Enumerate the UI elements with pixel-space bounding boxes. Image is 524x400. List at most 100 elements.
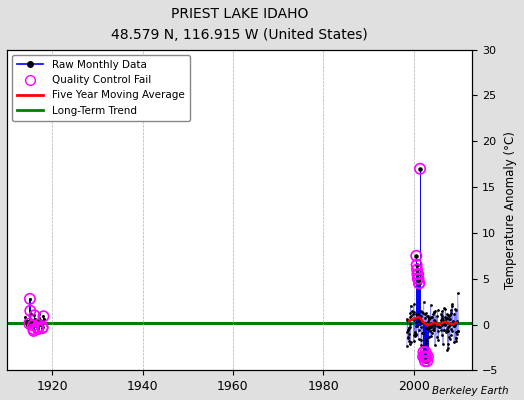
Text: Berkeley Earth: Berkeley Earth (432, 386, 508, 396)
Point (431, 321, 440, 328)
Point (440, 321, 449, 327)
Point (421, 310, 430, 316)
Point (21, 318, 29, 325)
Point (442, 329, 451, 336)
Point (406, 324, 414, 330)
Point (406, 314, 414, 320)
Point (451, 322, 459, 328)
Point (25, 323, 33, 330)
Point (29, 322, 37, 329)
Point (439, 341, 447, 347)
Point (35, 320, 43, 326)
Point (414, 276, 423, 282)
Point (440, 305, 448, 312)
Point (424, 326, 433, 332)
Point (416, 166, 424, 172)
Point (414, 315, 422, 322)
Point (39, 318, 47, 325)
Point (422, 337, 430, 344)
Point (417, 342, 425, 348)
Point (417, 324, 425, 330)
Point (433, 307, 442, 314)
Point (453, 331, 461, 337)
Point (446, 322, 455, 328)
Point (410, 315, 419, 321)
Point (38, 321, 46, 328)
Point (450, 318, 458, 325)
Point (430, 320, 438, 327)
Point (417, 336, 425, 343)
Point (452, 334, 460, 341)
Y-axis label: Temperature Anomaly (°C): Temperature Anomaly (°C) (504, 131, 517, 289)
Point (33, 320, 41, 327)
Point (425, 325, 433, 331)
Point (421, 311, 429, 317)
Point (406, 341, 414, 348)
Point (421, 320, 430, 326)
Point (40, 320, 48, 326)
Point (411, 322, 420, 329)
Point (424, 318, 432, 324)
Point (412, 262, 421, 268)
Point (410, 329, 419, 335)
Point (421, 358, 429, 364)
Point (409, 310, 417, 317)
Point (23, 320, 31, 327)
Point (414, 271, 422, 277)
Point (37, 318, 46, 324)
Point (446, 307, 455, 314)
Point (425, 316, 433, 322)
Point (412, 262, 421, 268)
Point (437, 321, 445, 327)
Point (23, 318, 31, 325)
Point (440, 327, 449, 333)
Point (441, 314, 449, 321)
Point (21, 314, 29, 320)
Point (437, 326, 445, 333)
Point (434, 322, 442, 329)
Point (449, 318, 457, 324)
Point (418, 318, 426, 325)
Point (406, 321, 414, 328)
Point (34, 324, 42, 330)
Point (428, 314, 436, 320)
Point (431, 323, 439, 329)
Point (409, 332, 418, 338)
Point (25, 320, 34, 327)
Point (430, 327, 439, 334)
Point (29, 326, 38, 332)
Point (452, 335, 460, 342)
Point (417, 308, 425, 314)
Point (413, 271, 422, 277)
Point (429, 311, 437, 317)
Point (414, 326, 423, 333)
Point (410, 316, 418, 322)
Point (421, 349, 430, 355)
Point (438, 308, 446, 314)
Point (417, 320, 425, 326)
Point (407, 302, 415, 309)
Point (412, 332, 420, 338)
Point (415, 317, 423, 324)
Point (24, 320, 32, 326)
Point (425, 315, 433, 321)
Point (37, 318, 46, 325)
Point (32, 317, 41, 323)
Point (417, 313, 425, 320)
Point (30, 318, 38, 325)
Point (422, 353, 430, 360)
Point (444, 313, 453, 319)
Point (443, 326, 452, 332)
Point (419, 349, 428, 355)
Point (450, 323, 458, 330)
Point (405, 330, 413, 337)
Point (422, 313, 431, 319)
Point (438, 322, 446, 328)
Point (424, 312, 433, 319)
Point (430, 325, 438, 332)
Point (413, 266, 421, 273)
Point (39, 313, 48, 320)
Point (427, 302, 435, 308)
Point (452, 306, 461, 313)
Point (444, 324, 453, 330)
